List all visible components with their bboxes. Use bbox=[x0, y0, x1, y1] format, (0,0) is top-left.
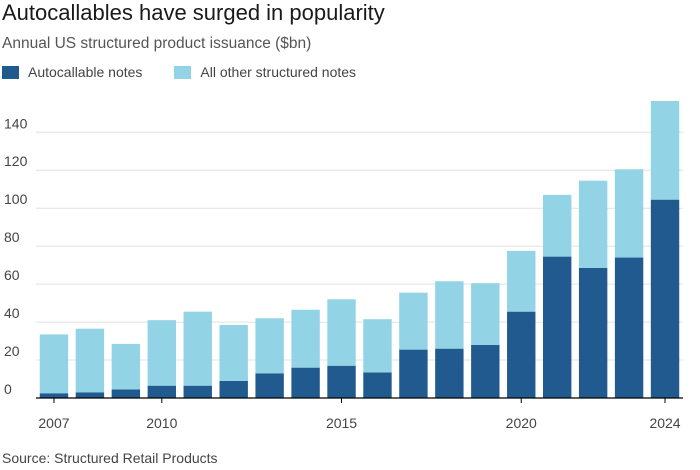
legend-item-autocallable: Autocallable notes bbox=[2, 64, 142, 80]
bar-autocallable-2012 bbox=[219, 380, 248, 398]
chart-title: Autocallables have surged in popularity bbox=[2, 0, 385, 25]
bar-other-2015 bbox=[327, 299, 356, 366]
bar-other-2020 bbox=[507, 250, 536, 312]
y-tick-label-140: 140 bbox=[4, 115, 28, 131]
x-tick-label-2024: 2024 bbox=[649, 415, 680, 431]
bar-other-2014 bbox=[291, 309, 320, 368]
bar-autocallable-2024 bbox=[650, 199, 680, 398]
legend-label-other: All other structured notes bbox=[200, 64, 357, 80]
bar-other-2012 bbox=[219, 324, 248, 381]
bar-other-2009 bbox=[111, 343, 141, 390]
y-tick-label-0: 0 bbox=[4, 381, 12, 397]
y-tick-label-60: 60 bbox=[4, 267, 20, 283]
bar-autocallable-2007 bbox=[39, 393, 69, 398]
bar-autocallable-2014 bbox=[291, 367, 320, 398]
bar-other-2022 bbox=[578, 180, 608, 268]
bar-autocallable-2018 bbox=[435, 348, 464, 398]
y-tick-label-40: 40 bbox=[4, 305, 20, 321]
x-tick-label-2010: 2010 bbox=[146, 415, 177, 431]
chart-subtitle: Annual US structured product issuance ($… bbox=[2, 35, 312, 52]
bar-autocallable-2011 bbox=[183, 385, 212, 398]
bar-other-2007 bbox=[39, 334, 69, 394]
bar-other-2024 bbox=[650, 100, 680, 200]
bar-autocallable-2008 bbox=[75, 392, 105, 398]
bar-other-2008 bbox=[75, 328, 105, 393]
bar-other-2018 bbox=[435, 281, 464, 349]
y-tick-label-20: 20 bbox=[4, 343, 20, 359]
bar-autocallable-2013 bbox=[255, 373, 284, 398]
bar-autocallable-2015 bbox=[327, 365, 356, 398]
bar-other-2019 bbox=[471, 283, 500, 345]
bar-autocallable-2019 bbox=[471, 344, 500, 398]
x-tick-label-2020: 2020 bbox=[506, 415, 537, 431]
legend-swatch-autocallable bbox=[2, 65, 19, 79]
bar-autocallable-2017 bbox=[399, 349, 428, 398]
source-note: Source: Structured Retail Products bbox=[2, 450, 218, 466]
bar-autocallable-2020 bbox=[507, 311, 536, 398]
y-tick-label-80: 80 bbox=[4, 229, 20, 245]
y-tick-label-120: 120 bbox=[4, 153, 28, 169]
bar-other-2013 bbox=[255, 318, 284, 374]
legend-label-autocallable: Autocallable notes bbox=[28, 64, 143, 80]
bar-other-2010 bbox=[147, 320, 177, 386]
bar-other-2011 bbox=[183, 311, 212, 386]
x-tick-label-2015: 2015 bbox=[326, 415, 357, 431]
legend-swatch-other bbox=[174, 65, 192, 79]
bar-autocallable-2023 bbox=[614, 257, 644, 398]
x-tick-label-2007: 2007 bbox=[38, 415, 69, 431]
bar-autocallable-2022 bbox=[578, 267, 608, 398]
y-tick-label-100: 100 bbox=[4, 191, 28, 207]
bar-other-2023 bbox=[614, 169, 644, 258]
bar-other-2021 bbox=[543, 194, 572, 257]
legend-item-other: All other structured notes bbox=[174, 64, 356, 80]
bar-autocallable-2009 bbox=[111, 389, 141, 398]
bar-other-2016 bbox=[363, 319, 392, 373]
bar-autocallable-2021 bbox=[543, 256, 572, 398]
bar-other-2017 bbox=[399, 292, 428, 350]
bar-autocallable-2010 bbox=[147, 385, 177, 398]
bar-autocallable-2016 bbox=[363, 372, 392, 398]
legend: Autocallable notes All other structured … bbox=[2, 64, 388, 80]
